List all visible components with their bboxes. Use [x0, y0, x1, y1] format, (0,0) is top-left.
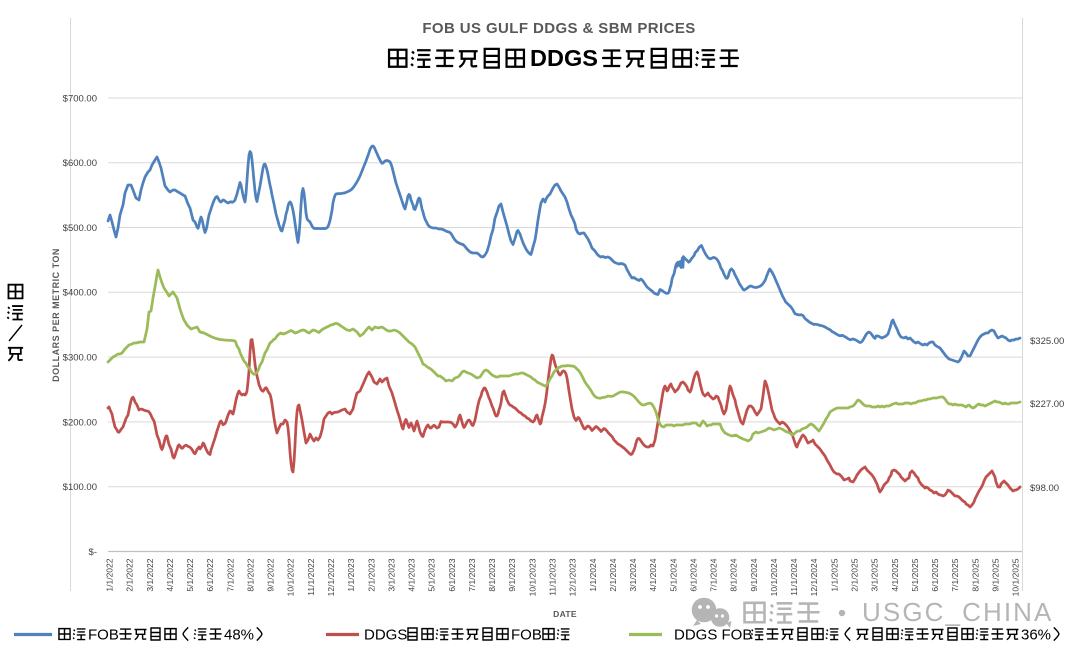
- svg-text:DDGS FOB: DDGS FOB: [674, 627, 752, 644]
- svg-text:$700.00: $700.00: [63, 93, 97, 104]
- svg-text:10/1/2025: 10/1/2025: [1011, 558, 1021, 596]
- svg-text:6/1/2025: 6/1/2025: [930, 558, 940, 591]
- svg-text:7/1/2022: 7/1/2022: [225, 558, 235, 591]
- svg-text:DDGS: DDGS: [364, 627, 407, 644]
- svg-text:8/1/2025: 8/1/2025: [970, 558, 980, 591]
- svg-text:9/1/2025: 9/1/2025: [990, 558, 1000, 591]
- svg-text:10/1/2022: 10/1/2022: [286, 558, 296, 596]
- svg-text:1/1/2025: 1/1/2025: [829, 558, 839, 591]
- svg-text:$100.00: $100.00: [63, 482, 97, 493]
- svg-text:$400.00: $400.00: [63, 288, 97, 299]
- svg-text:USGC_CHINA: USGC_CHINA: [862, 597, 1053, 627]
- svg-text:$227.00: $227.00: [1030, 399, 1064, 410]
- svg-text:5/1/2024: 5/1/2024: [668, 558, 678, 591]
- svg-text:4/1/2025: 4/1/2025: [890, 558, 900, 591]
- svg-text:5/1/2023: 5/1/2023: [427, 558, 437, 591]
- svg-text:36%: 36%: [1021, 627, 1051, 644]
- svg-text:3/1/2023: 3/1/2023: [386, 558, 396, 591]
- svg-text:1/1/2022: 1/1/2022: [105, 558, 115, 591]
- svg-text:3/1/2024: 3/1/2024: [628, 558, 638, 591]
- svg-text:2/1/2022: 2/1/2022: [125, 558, 135, 591]
- svg-text:11/1/2024: 11/1/2024: [789, 558, 799, 595]
- svg-text:7/1/2023: 7/1/2023: [467, 558, 477, 591]
- svg-text:$98.00: $98.00: [1030, 483, 1059, 494]
- svg-text:9/1/2024: 9/1/2024: [749, 558, 759, 591]
- svg-text:5/1/2025: 5/1/2025: [910, 558, 920, 591]
- svg-text:6/1/2024: 6/1/2024: [688, 558, 698, 591]
- svg-text:FOB: FOB: [511, 627, 542, 644]
- svg-text:8/1/2022: 8/1/2022: [245, 558, 255, 591]
- svg-text:FOB US GULF DDGS & SBM PRICES: FOB US GULF DDGS & SBM PRICES: [422, 20, 695, 37]
- svg-text:DATE: DATE: [553, 609, 577, 619]
- svg-text:7/1/2025: 7/1/2025: [950, 558, 960, 591]
- svg-text:9/1/2023: 9/1/2023: [507, 558, 517, 591]
- svg-text:FOB: FOB: [88, 627, 119, 644]
- svg-text:7/1/2024: 7/1/2024: [709, 558, 719, 591]
- svg-text:1/1/2024: 1/1/2024: [588, 558, 598, 591]
- svg-text:10/1/2024: 10/1/2024: [769, 558, 779, 596]
- svg-text:5/1/2022: 5/1/2022: [185, 558, 195, 591]
- svg-text:$500.00: $500.00: [63, 223, 97, 234]
- svg-text:11/1/2022: 11/1/2022: [306, 558, 316, 595]
- svg-text:$-: $-: [89, 547, 97, 558]
- svg-text:9/1/2022: 9/1/2022: [266, 558, 276, 591]
- svg-text:4/1/2024: 4/1/2024: [648, 558, 658, 591]
- svg-text:$600.00: $600.00: [63, 158, 97, 169]
- svg-text:2/1/2024: 2/1/2024: [608, 558, 618, 591]
- svg-text:2/1/2023: 2/1/2023: [366, 558, 376, 591]
- svg-text:48%: 48%: [224, 627, 254, 644]
- svg-text:12/1/2022: 12/1/2022: [326, 558, 336, 596]
- svg-text:11/1/2023: 11/1/2023: [547, 558, 557, 595]
- svg-text:10/1/2023: 10/1/2023: [527, 558, 537, 596]
- svg-text:3/1/2025: 3/1/2025: [870, 558, 880, 591]
- svg-text:DDGS: DDGS: [530, 45, 598, 71]
- svg-text:12/1/2023: 12/1/2023: [568, 558, 578, 596]
- svg-text:$300.00: $300.00: [63, 353, 97, 364]
- svg-text:12/1/2024: 12/1/2024: [809, 558, 819, 596]
- svg-text:$200.00: $200.00: [63, 417, 97, 428]
- svg-text:8/1/2024: 8/1/2024: [729, 558, 739, 591]
- svg-text:1/1/2023: 1/1/2023: [346, 558, 356, 591]
- svg-text:2/1/2025: 2/1/2025: [850, 558, 860, 591]
- svg-text:8/1/2023: 8/1/2023: [487, 558, 497, 591]
- svg-text:3/1/2022: 3/1/2022: [145, 558, 155, 591]
- svg-text:6/1/2022: 6/1/2022: [205, 558, 215, 591]
- svg-text:6/1/2023: 6/1/2023: [447, 558, 457, 591]
- svg-text:DOLLARS PER METRIC TON: DOLLARS PER METRIC TON: [51, 248, 61, 382]
- svg-text:$325.00: $325.00: [1030, 336, 1064, 347]
- svg-text:4/1/2022: 4/1/2022: [165, 558, 175, 591]
- svg-text:4/1/2023: 4/1/2023: [407, 558, 417, 591]
